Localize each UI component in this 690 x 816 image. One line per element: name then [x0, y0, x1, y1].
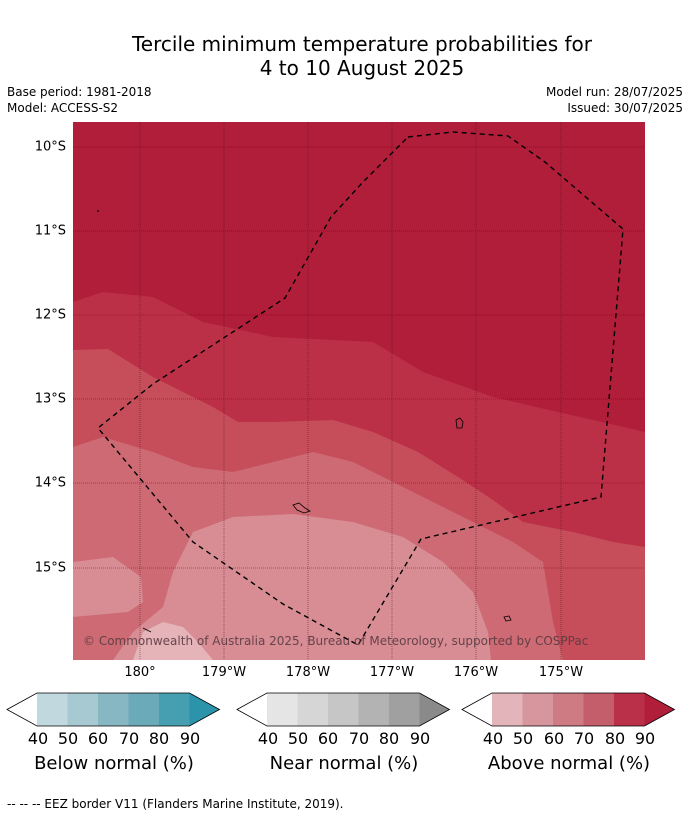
eez-border — [97, 131, 624, 646]
probability-map: © Commonwealth of Australia 2025, Bureau… — [73, 122, 645, 660]
issued-label: Issued: 30/07/2025 — [567, 101, 683, 115]
near-normal-colorbar — [236, 692, 451, 727]
island-b — [292, 502, 311, 514]
graticule — [73, 122, 645, 660]
below-normal-colorbar — [6, 692, 221, 727]
below-tick-60: 60 — [87, 729, 109, 748]
map-title: Tercile minimum temperature probabilitie… — [0, 32, 690, 80]
lat-label-12s: 12°S — [34, 307, 66, 323]
base-period-label: Base period: 1981-2018 — [7, 85, 152, 99]
above-40-region — [133, 622, 213, 660]
near-colorbar-bin-60 — [328, 693, 359, 726]
above-tick-60: 60 — [543, 729, 565, 748]
lon-label-175w: 175°W — [538, 665, 584, 680]
below-colorbar-low-extend — [7, 693, 37, 726]
lat-label-14s: 14°S — [34, 475, 66, 491]
near-colorbar-bin-80 — [389, 693, 420, 726]
above-normal-colorbar — [461, 692, 676, 727]
lon-label-179w: 179°W — [201, 665, 247, 680]
near-colorbar-outline — [236, 692, 451, 727]
above-normal-title: Above normal (%) — [487, 753, 651, 774]
island-e — [97, 210, 99, 212]
below-colorbar-outline — [6, 692, 221, 727]
below-colorbar-bin-70 — [128, 693, 159, 726]
below-normal-title: Below normal (%) — [34, 753, 194, 774]
eez-footnote: -- -- -- EEZ border V11 (Flanders Marine… — [7, 797, 344, 811]
near-colorbar-low-extend — [237, 693, 267, 726]
above-50-west-region — [73, 557, 143, 617]
lon-label-177w: 177°W — [369, 665, 415, 680]
copyright-text: © Commonwealth of Australia 2025, Bureau… — [83, 634, 588, 648]
above-colorbar-bin-50 — [522, 693, 553, 726]
below-colorbar-bin-60 — [98, 693, 129, 726]
title-line-1: Tercile minimum temperature probabilitie… — [131, 32, 593, 56]
lat-label-10s: 10°S — [34, 139, 66, 155]
model-label: Model: ACCESS-S2 — [7, 101, 119, 115]
near-tick-40: 40 — [257, 729, 279, 748]
below-colorbar-bin-40 — [37, 693, 68, 726]
lon-label-176w: 176°W — [453, 665, 499, 680]
near-normal-title: Near normal (%) — [269, 753, 419, 774]
below-colorbar-bin-50 — [67, 693, 98, 726]
below-colorbar-high-extend — [189, 693, 220, 726]
lat-label-15s: 15°S — [34, 560, 66, 576]
above-colorbar-bin-40 — [492, 693, 523, 726]
near-colorbar-bin-40 — [267, 693, 298, 726]
lat-label-13s: 13°S — [34, 391, 66, 407]
near-tick-80: 80 — [378, 729, 400, 748]
near-colorbar-bin-50 — [297, 693, 328, 726]
below-tick-90: 90 — [179, 729, 201, 748]
meta-right: Model run: 28/07/2025 Issued: 30/07/2025 — [546, 84, 683, 116]
title-line-2: 4 to 10 August 2025 — [259, 56, 465, 80]
above-colorbar-bin-70 — [583, 693, 614, 726]
above-tick-40: 40 — [482, 729, 504, 748]
below-tick-50: 50 — [57, 729, 79, 748]
model-run-label: Model run: 28/07/2025 — [545, 85, 683, 99]
near-tick-50: 50 — [287, 729, 309, 748]
island-a — [455, 417, 464, 429]
above-colorbar-bin-80 — [614, 693, 645, 726]
above-colorbar-outline — [461, 692, 676, 727]
above-colorbar-low-extend — [462, 693, 492, 726]
near-colorbar-high-extend — [419, 693, 450, 726]
above-tick-70: 70 — [573, 729, 595, 748]
island-d — [142, 627, 152, 633]
below-tick-70: 70 — [118, 729, 140, 748]
lat-label-11s: 11°S — [34, 223, 66, 239]
above-tick-80: 80 — [604, 729, 626, 748]
colorbars — [6, 692, 676, 727]
below-tick-80: 80 — [148, 729, 170, 748]
near-colorbar-bin-70 — [358, 693, 389, 726]
above-tick-90: 90 — [634, 729, 656, 748]
above-colorbar-bin-60 — [553, 693, 584, 726]
below-tick-40: 40 — [27, 729, 49, 748]
above-colorbar-high-extend — [644, 693, 675, 726]
near-tick-90: 90 — [409, 729, 431, 748]
meta-left: Base period: 1981-2018 Model: ACCESS-S2 — [7, 84, 152, 116]
above-50-region — [113, 514, 491, 660]
island-c — [503, 615, 512, 622]
above-tick-50: 50 — [512, 729, 534, 748]
below-colorbar-bin-80 — [159, 693, 190, 726]
lon-label-178w: 178°W — [285, 665, 331, 680]
near-tick-70: 70 — [348, 729, 370, 748]
lon-label-180: 180° — [124, 665, 156, 680]
near-tick-60: 60 — [317, 729, 339, 748]
